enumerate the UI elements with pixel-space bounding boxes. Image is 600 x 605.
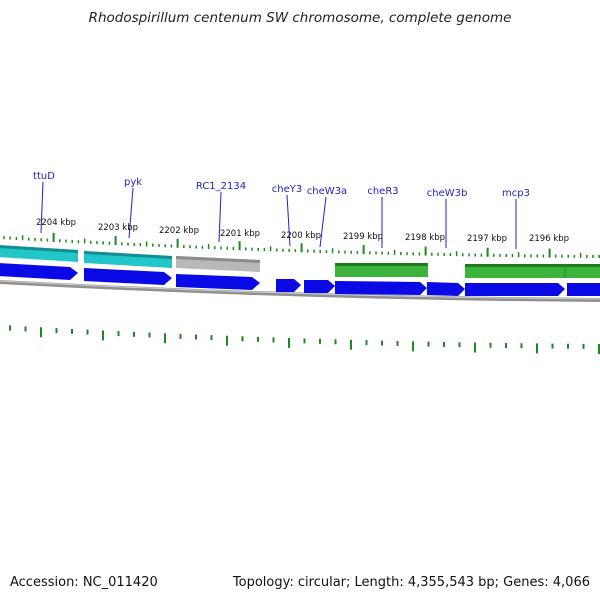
leader-RC1_2134 [218, 191, 222, 243]
feature-pyk-band-edge [84, 251, 172, 259]
feature-cheR3-band-edge [335, 263, 428, 266]
backbone-highlight [0, 280, 600, 300]
cds-cheW3b-arrow[interactable] [427, 282, 465, 296]
cds-next-arrow[interactable] [567, 283, 600, 296]
kbp-label: 2200 kbp [281, 231, 321, 241]
kbp-label: 2199 kbp [343, 232, 383, 242]
genome-summary-text: Topology: circular; Length: 4,355,543 bp… [232, 575, 590, 590]
feature-RC1_2134-band-edge [176, 256, 260, 263]
feature-track [0, 245, 600, 278]
leader-pyk [128, 187, 134, 239]
cds-cheY3-arrow[interactable] [276, 279, 301, 292]
scale-ticks-lower [9, 325, 600, 354]
accession-text: Accession: NC_011420 [10, 575, 158, 590]
cds-cheR3-arrow[interactable] [335, 281, 427, 295]
feature-ttuD-band-edge [0, 245, 78, 253]
cds-mcp3-arrow[interactable] [465, 283, 565, 296]
kbp-label: 2196 kbp [529, 234, 569, 244]
leader-cheY3 [286, 194, 291, 247]
gene-label-ttuD[interactable]: ttuD [33, 171, 55, 182]
chromosome-backbone [0, 280, 600, 302]
cds-RC1_2134-arrow[interactable] [176, 274, 260, 290]
gene-label-mcp3[interactable]: mcp3 [502, 188, 530, 199]
kbp-label: 2204 kbp [36, 218, 76, 228]
genome-title: Rhodospirillum centenum SW chromosome, c… [89, 10, 512, 26]
kbp-label: 2201 kbp [220, 229, 260, 239]
gene-label-RC1_2134[interactable]: RC1_2134 [196, 181, 246, 192]
cds-ttuD-arrow[interactable] [0, 263, 78, 280]
feature-mcp3-band-edge [465, 264, 600, 267]
kbp-label: 2202 kbp [159, 226, 199, 236]
gene-labels: ttuD pyk RC1_2134 cheY3 cheW3a cheR3 che… [33, 171, 530, 199]
kbp-label: 2198 kbp [405, 233, 445, 243]
gene-label-cheW3a[interactable]: cheW3a [307, 186, 347, 197]
leader-ttuD [40, 181, 44, 234]
feature-cheR3-band[interactable] [335, 263, 428, 277]
gene-label-cheR3[interactable]: cheR3 [367, 186, 398, 197]
kbp-label: 2197 kbp [467, 234, 507, 244]
gene-label-cheW3b[interactable]: cheW3b [427, 188, 468, 199]
gene-leaders [40, 181, 517, 249]
gene-label-cheY3[interactable]: cheY3 [272, 184, 302, 195]
leader-cheW3a [319, 196, 327, 248]
gene-label-pyk[interactable]: pyk [124, 177, 142, 188]
kbp-label: 2203 kbp [98, 223, 138, 233]
feature-mcp3-band[interactable] [465, 264, 600, 278]
scale-ticks-upper [3, 232, 600, 258]
cds-pyk-arrow[interactable] [84, 268, 172, 285]
cds-cheW3a-arrow[interactable] [304, 280, 335, 293]
cds-track [0, 263, 600, 296]
kbp-labels: 2204 kbp 2203 kbp 2202 kbp 2201 kbp 2200… [36, 218, 569, 244]
